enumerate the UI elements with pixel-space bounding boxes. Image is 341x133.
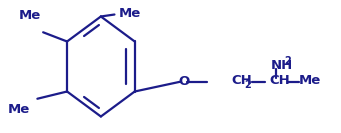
Text: CH: CH	[232, 74, 252, 87]
Text: 2: 2	[244, 80, 251, 90]
Text: 2: 2	[284, 56, 291, 66]
Text: Me: Me	[299, 74, 321, 87]
Text: CH: CH	[269, 74, 290, 87]
Text: O: O	[178, 75, 190, 88]
Text: Me: Me	[119, 7, 141, 20]
Text: Me: Me	[8, 103, 30, 116]
Text: NH: NH	[271, 59, 293, 72]
Text: Me: Me	[18, 9, 41, 22]
